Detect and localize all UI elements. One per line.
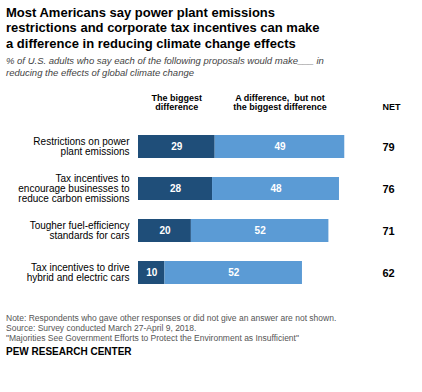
svg-text:28: 28 <box>170 183 182 194</box>
svg-text:71: 71 <box>383 224 395 236</box>
html-text:Most Americans say power plant: Most Americans say power plant emissions… <box>6 5 320 51</box>
svg-text:48: 48 <box>270 183 282 194</box>
svg-text:Tax incentives toencourage bus: Tax incentives toencourage businesses to… <box>18 173 130 204</box>
svg-text:49: 49 <box>274 141 286 152</box>
svg-text:Tax incentives to drivehybrid: Tax incentives to drivehybrid and electr… <box>27 262 130 283</box>
svg-text:62: 62 <box>383 266 395 278</box>
svg-text:Tougher fuel-efficiencystandar: Tougher fuel-efficiencystandards for car… <box>30 220 130 241</box>
svg-text:20: 20 <box>159 225 171 236</box>
svg-text:A difference, but notthe bigg: A difference, but notthe biggest differe… <box>233 92 327 111</box>
svg-text:79: 79 <box>383 140 395 152</box>
svg-text:29: 29 <box>171 141 183 152</box>
html-text:% of U.S. adults who say each: % of U.S. adults who say each of the fol… <box>6 55 324 78</box>
svg-text:76: 76 <box>383 182 395 194</box>
svg-text:10: 10 <box>146 267 158 278</box>
svg-text:52: 52 <box>228 267 240 278</box>
html-text:PEW RESEARCH CENTER: PEW RESEARCH CENTER <box>6 346 132 358</box>
svg-text:Restrictions on powerplant emi: Restrictions on powerplant emissions <box>33 136 130 157</box>
svg-text:52: 52 <box>255 225 267 236</box>
html-text:Note: Respondents who gave oth: Note: Respondents who gave other respons… <box>6 312 337 344</box>
svg-text:The biggestdifference: The biggestdifference <box>152 92 203 111</box>
svg-text:NET: NET <box>383 101 402 111</box>
